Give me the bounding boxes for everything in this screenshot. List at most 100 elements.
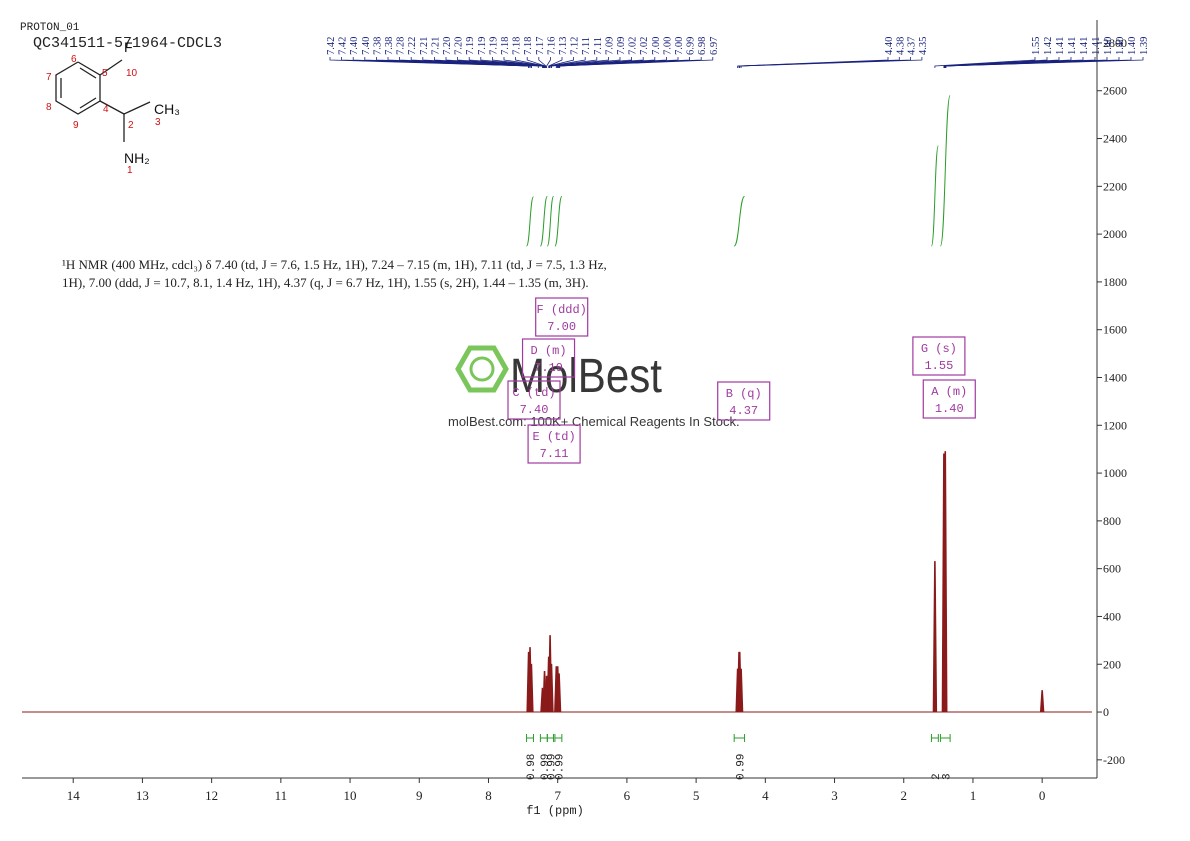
structure: [55, 59, 151, 142]
peak-label: 7.21: [430, 37, 441, 55]
peak-label: 4.40: [884, 37, 895, 55]
peak-label: 7.40: [361, 37, 372, 55]
x-tick-label: 12: [205, 788, 218, 803]
multiplet-box: [535, 297, 589, 337]
tagline: molBest.com: 100K+ Chemical Reagents In …: [448, 414, 740, 429]
peak-label: 6.97: [709, 37, 720, 55]
ring: [55, 61, 101, 115]
sample-name: QC341511-571964-CDCL3: [33, 35, 222, 52]
peak-connector: [559, 57, 714, 68]
multiplet-name: A (m): [931, 385, 967, 399]
peak-label: 6.98: [697, 37, 708, 55]
peak-connector: [457, 57, 545, 68]
multiplet-name: D (m): [531, 344, 567, 358]
peak-label: 7.11: [593, 37, 604, 55]
y-tick-label: 2200: [1103, 179, 1127, 193]
peak-label: 7.02: [628, 37, 639, 55]
peak-label: 7.20: [454, 37, 465, 55]
locant: 6: [71, 54, 77, 65]
bond: [123, 101, 151, 115]
peak-label: 1.42: [1043, 37, 1054, 55]
peak-label: 7.16: [546, 37, 557, 55]
logo: [455, 345, 509, 393]
peak: [529, 663, 534, 713]
multiplet-box: [912, 336, 966, 376]
peak-connector: [538, 57, 547, 68]
peak-label: 1.40: [1127, 37, 1138, 55]
x-tick-label: 1: [970, 788, 977, 803]
y-tick-label: 1000: [1103, 466, 1127, 480]
locant: 4: [103, 104, 109, 115]
locant: 10: [126, 68, 138, 79]
integral-bracket: [546, 734, 555, 742]
peak-label: 7.38: [384, 37, 395, 55]
integral-curve: [939, 95, 951, 247]
y-tick-label: 800: [1103, 514, 1121, 528]
x-tick-label: 4: [762, 788, 769, 803]
peak-label: 7.38: [372, 37, 383, 55]
peak-connector: [526, 57, 546, 68]
peak-connector: [548, 57, 574, 68]
description-line: ¹H NMR (400 MHz, cdcl₃) δ 7.40 (td, J = …: [62, 257, 607, 272]
peak: [932, 561, 938, 713]
peak-label: 1.55: [1031, 37, 1042, 55]
peak-label: 7.00: [674, 37, 685, 55]
y-tick-label: 2400: [1103, 132, 1127, 146]
locant: 2: [128, 120, 134, 131]
peak-label: 1.41: [1067, 37, 1078, 55]
experiment-name: PROTON_01: [20, 22, 80, 34]
multiplet: F (ddd) 7.00: [535, 297, 589, 337]
multiplet-shift: 7.40: [520, 403, 549, 417]
peak-label: 7.22: [407, 37, 418, 55]
y-tick-label: 1600: [1103, 323, 1127, 337]
peak-label: 7.12: [570, 37, 581, 55]
locant: 9: [73, 120, 79, 131]
multiplet-name: F (ddd): [536, 303, 586, 317]
peak-label: 1.39: [1139, 37, 1150, 55]
peak-label: 7.17: [535, 37, 546, 55]
x-tick-label: 2: [900, 788, 907, 803]
peak-connector: [740, 57, 923, 68]
integral-curve: [539, 195, 548, 247]
peak-label: 7.18: [523, 37, 534, 55]
peak-connector: [555, 57, 644, 68]
peak-connector: [934, 57, 1036, 68]
integral-bracket: [939, 734, 951, 742]
multiplet: C (td) 7.40: [507, 380, 561, 420]
y-tick-label: 2800: [1103, 36, 1127, 50]
multiplet-box: [527, 424, 581, 464]
peak: [549, 663, 554, 713]
y-tick-label: 0: [1103, 705, 1109, 719]
locant: 7: [46, 72, 52, 83]
peak-connector: [549, 57, 598, 68]
peak-connector: [551, 57, 621, 68]
multiplet-shift: 7.00: [547, 320, 576, 334]
x-tick-label: 8: [485, 788, 492, 803]
peak-connector: [548, 57, 563, 68]
x-axis-label: f1 (ppm): [526, 804, 584, 818]
integral-label: 0.99: [554, 754, 566, 780]
multiplet-name: C (td): [512, 386, 555, 400]
y-tick-label: 400: [1103, 609, 1121, 623]
integral-label: 0.98: [526, 754, 538, 780]
multiplet-box: [507, 380, 561, 420]
peak-label: 7.02: [639, 37, 650, 55]
atom-label: NH₂: [124, 150, 150, 166]
peak-label: 1.41: [1055, 37, 1066, 55]
integral-bracket: [930, 734, 939, 742]
bond: [99, 100, 125, 115]
multiplet-box: [922, 379, 976, 419]
x-tick-label: 14: [67, 788, 81, 803]
integral-label: 2: [931, 773, 943, 780]
integral-curve: [554, 195, 563, 247]
peak-label: 4.38: [895, 37, 906, 55]
integral-label: 0.99: [540, 754, 552, 780]
x-tick-label: 0: [1039, 788, 1046, 803]
peak-label: -0.00: [0, 0, 22, 3]
multiplet-shift: 7.11: [540, 447, 569, 461]
double-bond: [79, 97, 97, 109]
peak-label: 7.18: [500, 37, 511, 55]
integral-bracket: [526, 734, 534, 742]
multiplet: D (m) 7.19: [521, 338, 576, 378]
